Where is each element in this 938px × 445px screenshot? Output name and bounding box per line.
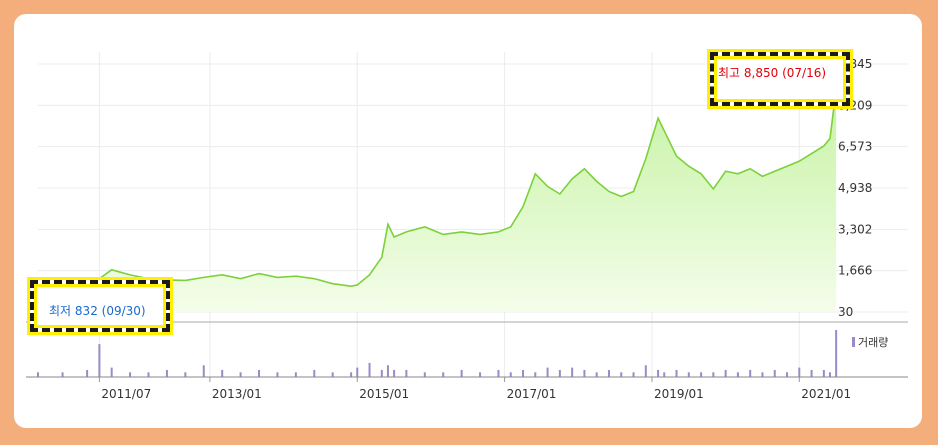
y-tick-label: 1,666 (838, 264, 872, 278)
volume-bar (98, 344, 101, 377)
volume-bar (558, 369, 561, 377)
volume-bar (712, 372, 715, 377)
volume-bar (810, 369, 813, 377)
volume-bar (258, 369, 261, 377)
low-annotation: 최저 832 (09/30) (49, 302, 146, 319)
volume-bar (749, 369, 752, 377)
y-tick-label: 3,302 (838, 222, 872, 236)
volume-bar (331, 372, 334, 377)
volume-bar (687, 372, 690, 377)
volume-bar (786, 372, 789, 377)
high-annotation-box (707, 49, 853, 109)
price-area (38, 89, 837, 312)
volume-bar (61, 372, 64, 377)
volume-bar (239, 372, 242, 377)
low-annotation-box (27, 277, 173, 335)
volume-bar (294, 372, 297, 377)
volume-bar (356, 367, 359, 377)
x-tick-label: 2017/01 (507, 387, 557, 401)
volume-bar (479, 372, 482, 377)
volume-bar (393, 369, 396, 377)
volume-bar (595, 372, 598, 377)
volume-legend-label: 거래량 (858, 336, 889, 349)
volume-bar (822, 369, 825, 377)
volume-bar (700, 372, 703, 377)
volume-bar (663, 372, 666, 377)
volume-bar (442, 372, 445, 377)
volume-bar (798, 367, 801, 377)
volume-bar (835, 330, 838, 377)
volume-bar (497, 369, 500, 377)
volume-bar (221, 369, 224, 377)
volume-bar (773, 369, 776, 377)
y-tick-label: 30 (838, 305, 853, 319)
volume-bar (423, 372, 426, 377)
high-value: 8,850 (743, 66, 779, 80)
volume-bar (761, 372, 764, 377)
x-tick-label: 2015/01 (359, 387, 409, 401)
volume-bar (129, 372, 132, 377)
volume-bar (620, 372, 623, 377)
high-date: (07/16) (782, 66, 827, 80)
volume-bar (829, 372, 831, 377)
volume-bar (657, 369, 660, 377)
volume-bar (632, 372, 635, 377)
volume-bar (675, 369, 678, 377)
volume-bar (509, 372, 512, 377)
volume-bar (546, 367, 549, 377)
x-tick-label: 2021/01 (801, 387, 851, 401)
volume-bar (644, 365, 647, 377)
volume-legend: 거래량 (852, 334, 888, 350)
volume-bar (583, 369, 586, 377)
x-tick-label: 2013/01 (212, 387, 262, 401)
volume-bar (380, 369, 383, 377)
volume-bar (460, 369, 463, 377)
y-tick-label: 4,938 (838, 181, 872, 195)
volume-bar (571, 367, 574, 377)
volume-bar (276, 372, 279, 377)
volume-bar (736, 372, 739, 377)
volume-bar (165, 369, 168, 377)
volume-bar (147, 372, 150, 377)
low-date: (09/30) (101, 304, 146, 318)
volume-bar (368, 362, 371, 377)
volume-bar (724, 369, 727, 377)
volume-bar (607, 369, 610, 377)
high-annotation: 최고 8,850 (07/16) (718, 64, 826, 81)
volume-bar (350, 372, 353, 377)
volume-bar (86, 369, 89, 377)
volume-bar (313, 369, 316, 377)
volume-bar (184, 372, 187, 377)
volume-bar (202, 365, 205, 377)
volume-legend-swatch (852, 337, 855, 347)
volume-bar (405, 369, 408, 377)
x-tick-label: 2011/07 (101, 387, 151, 401)
volume-bar (37, 372, 39, 377)
low-value: 832 (74, 304, 98, 318)
x-tick-label: 2019/01 (654, 387, 704, 401)
price-line (37, 89, 837, 288)
volume-bar (534, 372, 537, 377)
low-label: 최저 (49, 304, 72, 318)
volume-bar (522, 369, 525, 377)
volume-bar (110, 367, 113, 377)
high-label: 최고 (718, 66, 741, 80)
volume-bar (386, 365, 389, 377)
y-tick-label: 6,573 (838, 140, 872, 154)
